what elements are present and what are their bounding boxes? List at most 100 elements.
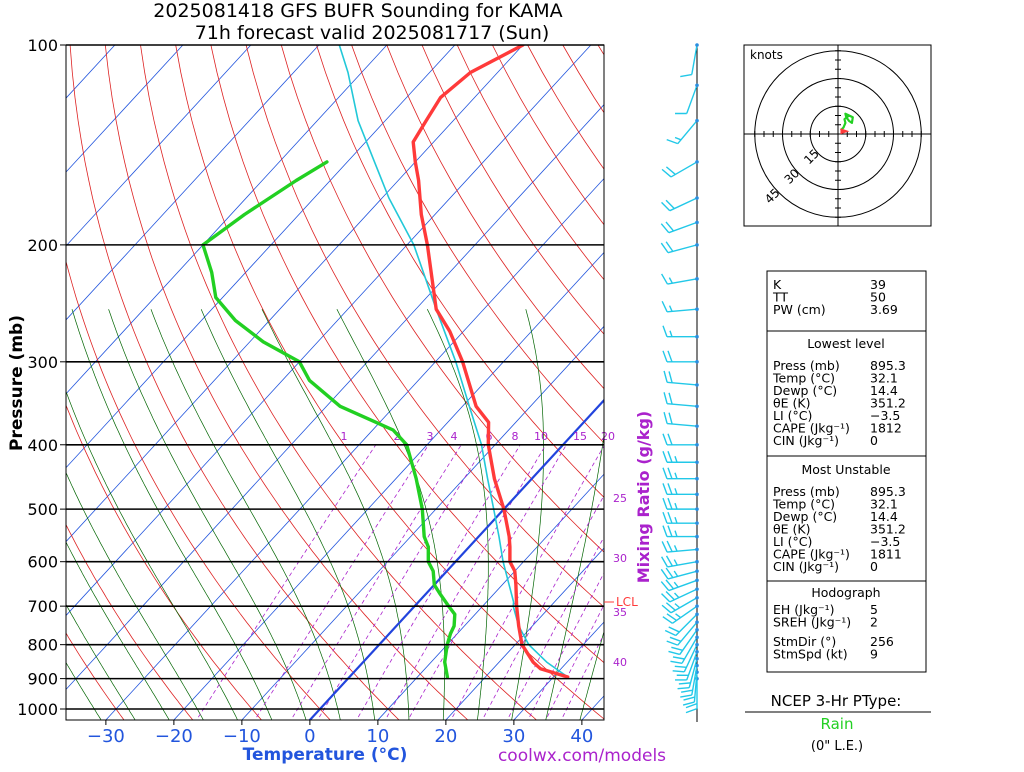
barb-base-dot <box>695 221 699 225</box>
temperature-tick-label: −20 <box>155 726 193 747</box>
wind-barb <box>664 412 699 428</box>
barb-feather <box>662 557 668 567</box>
header-title: 2025081418 GFS BUFR Sounding for KAMA <box>153 0 562 22</box>
dry-adiabat-line <box>422 45 1024 723</box>
barb-base-dot <box>695 443 699 447</box>
wind-barb <box>662 301 699 312</box>
barb-feather <box>663 526 667 537</box>
barb-half-feather <box>670 306 673 312</box>
barb-base-dot <box>695 119 699 123</box>
dry-adiabat-line <box>176 45 609 723</box>
temperature-tick-label: 20 <box>434 726 457 747</box>
pressure-tick-label: 500 <box>27 500 58 519</box>
barb-base-dot <box>695 383 699 387</box>
barb-half-feather <box>670 331 672 337</box>
barb-half-feather <box>675 531 677 537</box>
temperature-tick-label: 30 <box>502 726 525 747</box>
stats-section-title: Lowest level <box>807 336 884 351</box>
barb-feather <box>669 393 672 404</box>
mixing-ratio-tick-label: 10 <box>534 430 548 443</box>
wind-barb <box>662 196 699 210</box>
isotherm-line <box>0 45 455 723</box>
wind-barb <box>680 43 699 76</box>
barb-feather <box>666 242 673 252</box>
barb-feather <box>681 690 693 692</box>
barb-feather <box>662 301 667 312</box>
barb-feather <box>668 512 672 523</box>
mixing-ratio-tick-label: 8 <box>512 430 519 443</box>
barb-base-dot <box>695 620 699 624</box>
barb-base-dot <box>695 477 699 481</box>
isotherm-line <box>0 45 591 723</box>
ptype-panel: NCEP 3-Hr PType: Rain (0" L.E.) <box>745 692 931 754</box>
mixing-ratio-tick-label: 4 <box>451 430 458 443</box>
mixing-ratio-side-label: 25 <box>613 492 627 505</box>
barb-feather <box>680 695 692 697</box>
mixing-ratio-tick-label: 20 <box>601 430 615 443</box>
moist-adiabat-line <box>579 309 686 723</box>
mixing-ratio-line <box>560 445 703 723</box>
isotherm-line <box>0 45 183 723</box>
temperature-tick-label: −10 <box>223 726 261 747</box>
barb-half-feather <box>675 473 677 479</box>
barb-base-dot <box>695 535 699 539</box>
barb-staff <box>692 45 697 75</box>
barb-base-dot <box>695 612 699 616</box>
mixing-ratio-line <box>544 445 689 723</box>
stat-label: StmSpd (kt) <box>773 647 848 662</box>
stat-value: 2 <box>870 615 878 630</box>
barb-feather <box>668 483 672 494</box>
indices-box <box>767 271 926 331</box>
ptype-value: Rain <box>821 715 854 733</box>
wind-barb <box>663 483 699 496</box>
barb-base-dot <box>695 521 699 525</box>
mixing-ratio-line <box>316 445 485 723</box>
barb-base-dot <box>695 493 699 497</box>
isotherm-line <box>0 45 387 723</box>
mixing-ratio-line <box>253 445 429 723</box>
barb-feather <box>668 451 672 462</box>
pressure-tick-label: 100 <box>27 36 58 55</box>
pressure-tick-label: 1000 <box>17 700 58 719</box>
temperature-tick-label: 40 <box>570 726 593 747</box>
isotherm-line <box>0 45 251 723</box>
barb-feather <box>668 526 672 537</box>
barb-base-dot <box>695 160 699 164</box>
barb-half-feather <box>674 571 677 576</box>
barb-feather <box>670 637 681 641</box>
mixing-ratio-tick-label: 1 <box>341 430 348 443</box>
barb-feather <box>664 412 667 423</box>
barb-feather <box>667 641 678 645</box>
barb-half-feather <box>675 488 677 494</box>
barb-base-dot <box>695 507 699 511</box>
barb-feather <box>662 541 667 552</box>
barb-feather <box>663 326 667 337</box>
barb-base-dot <box>695 548 699 552</box>
isotherm-line <box>35 45 659 723</box>
barb-feather <box>671 647 682 650</box>
pressure-tick-label: 800 <box>27 636 58 655</box>
barb-feather <box>661 243 668 253</box>
wind-barbs <box>661 43 699 712</box>
mixing-ratio-axis-title: Mixing Ratio (g/kg) <box>634 411 653 583</box>
wind-barb <box>664 392 699 408</box>
barb-half-feather <box>675 456 677 462</box>
barb-feather <box>663 468 667 479</box>
barb-base-dot <box>695 650 699 654</box>
barb-half-feather <box>675 517 677 523</box>
barb-feather <box>663 498 667 509</box>
y-axis-title: Pressure (mb) <box>7 315 27 451</box>
barb-feather <box>673 671 685 672</box>
barb-half-feather <box>675 593 679 598</box>
stat-label: CIN (Jkg⁻¹) <box>773 559 839 574</box>
barb-base-dot <box>695 243 699 247</box>
mixing-ratio-tick-label: 15 <box>573 430 587 443</box>
barb-base-dot <box>695 596 699 600</box>
dry-adiabat-line <box>246 45 747 723</box>
barb-feather <box>668 651 679 654</box>
temperature-tick-label: 10 <box>366 726 389 747</box>
stats-section-title: Most Unstable <box>801 462 890 477</box>
